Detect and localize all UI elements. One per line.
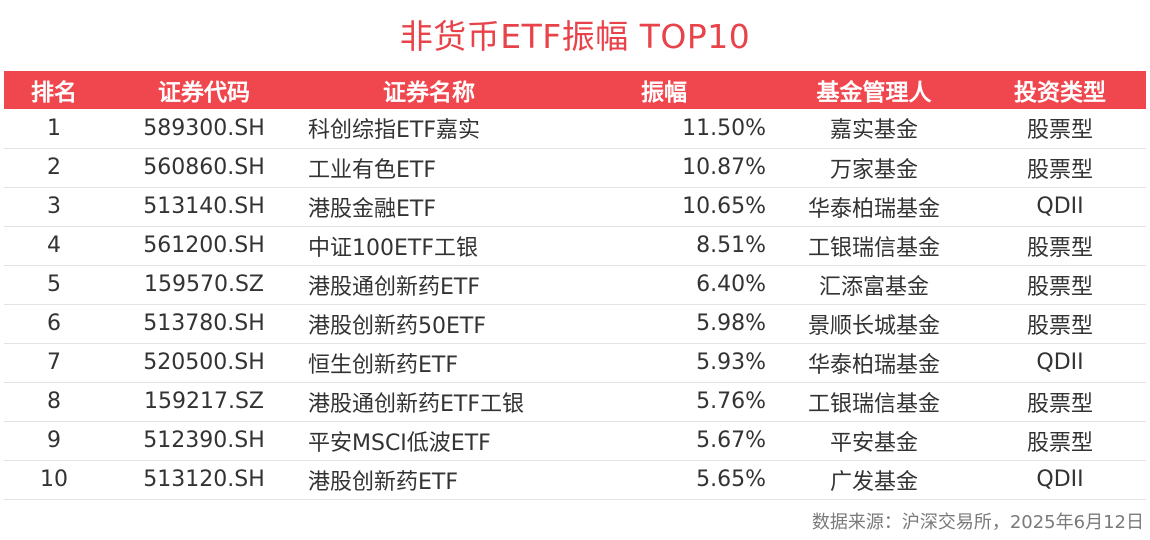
cell-type: 股票型 xyxy=(974,382,1146,422)
header-rank: 排名 xyxy=(31,80,77,106)
cell-type: 股票型 xyxy=(974,421,1146,461)
cell-amplitude: 8.51% xyxy=(554,226,774,266)
table-row: 1 589300.SH 科创综指ETF嘉实 11.50% 嘉实基金 股票型 xyxy=(4,109,1146,149)
cell-name: 港股创新药50ETF xyxy=(304,304,554,344)
cell-code: 159217.SZ xyxy=(104,382,304,422)
cell-name: 恒生创新药ETF xyxy=(304,343,554,383)
cell-name: 工业有色ETF xyxy=(304,148,554,188)
table-row: 7 520500.SH 恒生创新药ETF 5.93% 华泰柏瑞基金 QDII xyxy=(4,343,1146,383)
cell-type: 股票型 xyxy=(974,304,1146,344)
cell-amplitude: 6.40% xyxy=(554,265,774,305)
table-row: 8 159217.SZ 港股通创新药ETF工银 5.76% 工银瑞信基金 股票型 xyxy=(4,382,1146,422)
cell-code: 561200.SH xyxy=(104,226,304,266)
cell-name: 科创综指ETF嘉实 xyxy=(304,109,554,149)
cell-manager: 汇添富基金 xyxy=(774,265,974,305)
cell-rank: 8 xyxy=(4,382,104,422)
cell-type: 股票型 xyxy=(974,148,1146,188)
cell-manager: 工银瑞信基金 xyxy=(774,226,974,266)
cell-rank: 4 xyxy=(4,226,104,266)
cell-manager: 工银瑞信基金 xyxy=(774,382,974,422)
cell-amplitude: 5.93% xyxy=(554,343,774,383)
cell-type: QDII xyxy=(974,460,1146,500)
header-manager: 基金管理人 xyxy=(816,80,932,106)
cell-amplitude: 5.76% xyxy=(554,382,774,422)
cell-name: 港股创新药ETF xyxy=(304,460,554,500)
cell-type: 股票型 xyxy=(974,265,1146,305)
cell-code: 513120.SH xyxy=(104,460,304,500)
cell-manager: 景顺长城基金 xyxy=(774,304,974,344)
table-header-row: 排名 证券代码 证券名称 振幅 基金管理人 投资类型 xyxy=(4,71,1146,109)
cell-type: QDII xyxy=(974,187,1146,227)
cell-amplitude: 5.98% xyxy=(554,304,774,344)
table-row: 10 513120.SH 港股创新药ETF 5.65% 广发基金 QDII xyxy=(4,460,1146,500)
cell-code: 512390.SH xyxy=(104,421,304,461)
cell-amplitude: 10.65% xyxy=(554,187,774,227)
chart-title: 非货币ETF振幅 TOP10 xyxy=(399,17,751,56)
cell-amplitude: 11.50% xyxy=(554,109,774,149)
cell-manager: 万家基金 xyxy=(774,148,974,188)
cell-manager: 华泰柏瑞基金 xyxy=(774,187,974,227)
cell-type: 股票型 xyxy=(974,226,1146,266)
cell-rank: 9 xyxy=(4,421,104,461)
cell-rank: 5 xyxy=(4,265,104,305)
table-row: 2 560860.SH 工业有色ETF 10.87% 万家基金 股票型 xyxy=(4,148,1146,188)
header-type: 投资类型 xyxy=(1014,80,1106,106)
cell-code: 159570.SZ xyxy=(104,265,304,305)
cell-manager: 华泰柏瑞基金 xyxy=(774,343,974,383)
header-code: 证券代码 xyxy=(158,80,250,106)
cell-name: 中证100ETF工银 xyxy=(304,226,554,266)
cell-rank: 7 xyxy=(4,343,104,383)
table-row: 6 513780.SH 港股创新药50ETF 5.98% 景顺长城基金 股票型 xyxy=(4,304,1146,344)
table-row: 3 513140.SH 港股金融ETF 10.65% 华泰柏瑞基金 QDII xyxy=(4,187,1146,227)
cell-rank: 10 xyxy=(4,460,104,500)
cell-name: 港股金融ETF xyxy=(304,187,554,227)
cell-rank: 6 xyxy=(4,304,104,344)
table-row: 9 512390.SH 平安MSCI低波ETF 5.67% 平安基金 股票型 xyxy=(4,421,1146,461)
cell-manager: 广发基金 xyxy=(774,460,974,500)
header-name: 证券名称 xyxy=(383,80,475,106)
header-amplitude: 振幅 xyxy=(641,80,687,106)
cell-type: QDII xyxy=(974,343,1146,383)
cell-code: 589300.SH xyxy=(104,109,304,149)
cell-amplitude: 5.67% xyxy=(554,421,774,461)
cell-amplitude: 5.65% xyxy=(554,460,774,500)
cell-name: 港股通创新药ETF xyxy=(304,265,554,305)
table-row: 4 561200.SH 中证100ETF工银 8.51% 工银瑞信基金 股票型 xyxy=(4,226,1146,266)
cell-amplitude: 10.87% xyxy=(554,148,774,188)
data-source-note: 数据来源：沪深交易所，2025年6月12日 xyxy=(811,512,1144,533)
cell-rank: 2 xyxy=(4,148,104,188)
cell-code: 520500.SH xyxy=(104,343,304,383)
table-body: 1 589300.SH 科创综指ETF嘉实 11.50% 嘉实基金 股票型 2 560860.… xyxy=(4,109,1146,500)
amplitude-table: 排名 证券代码 证券名称 振幅 基金管理人 投资类型 1 589300.SH 科创综… xyxy=(4,71,1146,500)
cell-code: 513140.SH xyxy=(104,187,304,227)
cell-manager: 嘉实基金 xyxy=(774,109,974,149)
cell-code: 513780.SH xyxy=(104,304,304,344)
cell-name: 港股通创新药ETF工银 xyxy=(304,382,554,422)
cell-rank: 1 xyxy=(4,109,104,149)
cell-name: 平安MSCI低波ETF xyxy=(304,421,554,461)
cell-rank: 3 xyxy=(4,187,104,227)
cell-manager: 平安基金 xyxy=(774,421,974,461)
table-row: 5 159570.SZ 港股通创新药ETF 6.40% 汇添富基金 股票型 xyxy=(4,265,1146,305)
cell-type: 股票型 xyxy=(974,109,1146,149)
cell-code: 560860.SH xyxy=(104,148,304,188)
